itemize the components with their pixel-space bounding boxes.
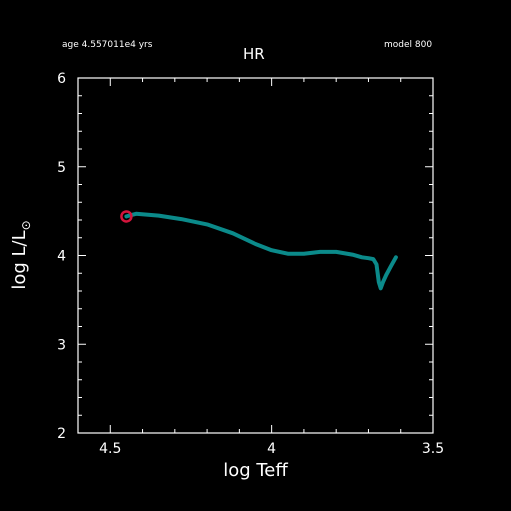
plot-frame — [77, 77, 434, 434]
y-axis-label-main: log L/L — [9, 230, 30, 289]
x-tick-label: 4 — [267, 441, 276, 457]
y-tick-label: 2 — [57, 426, 66, 442]
evolution-track-line — [124, 211, 398, 291]
current-model-marker — [120, 210, 133, 223]
x-axis-label: log Teff — [223, 460, 288, 481]
y-tick-label: 6 — [57, 71, 66, 87]
y-axis-label: log L/L⊙ — [9, 220, 33, 289]
y-tick-label: 5 — [57, 160, 66, 176]
model-label: model 800 — [384, 40, 433, 50]
chart-title: HR — [243, 45, 265, 63]
y-tick-label: 4 — [57, 249, 66, 265]
x-tick-label: 3.5 — [422, 441, 444, 457]
age-label: age 4.557011e4 yrs — [62, 40, 153, 50]
x-tick-label: 4.5 — [99, 441, 121, 457]
y-tick-label: 3 — [57, 337, 66, 353]
y-axis-label-sun-symbol: ⊙ — [19, 220, 33, 230]
